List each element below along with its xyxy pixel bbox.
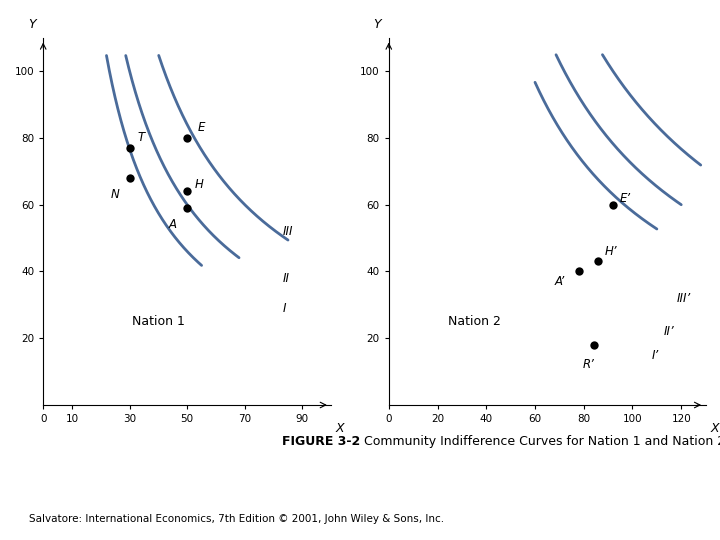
Text: Y: Y <box>28 18 36 31</box>
Text: III’: III’ <box>676 292 690 305</box>
Text: X: X <box>711 422 719 435</box>
Text: Salvatore: International Economics, 7th Edition © 2001, John Wiley & Sons, Inc.: Salvatore: International Economics, 7th … <box>29 514 444 524</box>
Text: I’: I’ <box>652 349 660 362</box>
Text: Y: Y <box>373 18 381 31</box>
Text: R’: R’ <box>582 359 595 372</box>
Text: II: II <box>282 272 289 285</box>
Text: Nation 1: Nation 1 <box>132 315 185 328</box>
Text: E: E <box>198 122 205 134</box>
Text: Nation 2: Nation 2 <box>448 315 500 328</box>
Text: I: I <box>282 302 286 315</box>
Text: Community Indifference Curves for Nation 1 and Nation 2.: Community Indifference Curves for Nation… <box>360 435 720 448</box>
Text: T: T <box>138 131 145 144</box>
Text: A: A <box>168 218 177 231</box>
Text: FIGURE 3-2: FIGURE 3-2 <box>282 435 360 448</box>
Text: X: X <box>336 422 344 435</box>
Text: II’: II’ <box>664 325 675 338</box>
Text: H’: H’ <box>604 245 617 258</box>
Text: III: III <box>282 225 293 238</box>
Text: A’: A’ <box>554 275 564 288</box>
Text: E’: E’ <box>620 192 631 205</box>
Text: N: N <box>111 188 120 201</box>
Text: H: H <box>194 178 203 191</box>
